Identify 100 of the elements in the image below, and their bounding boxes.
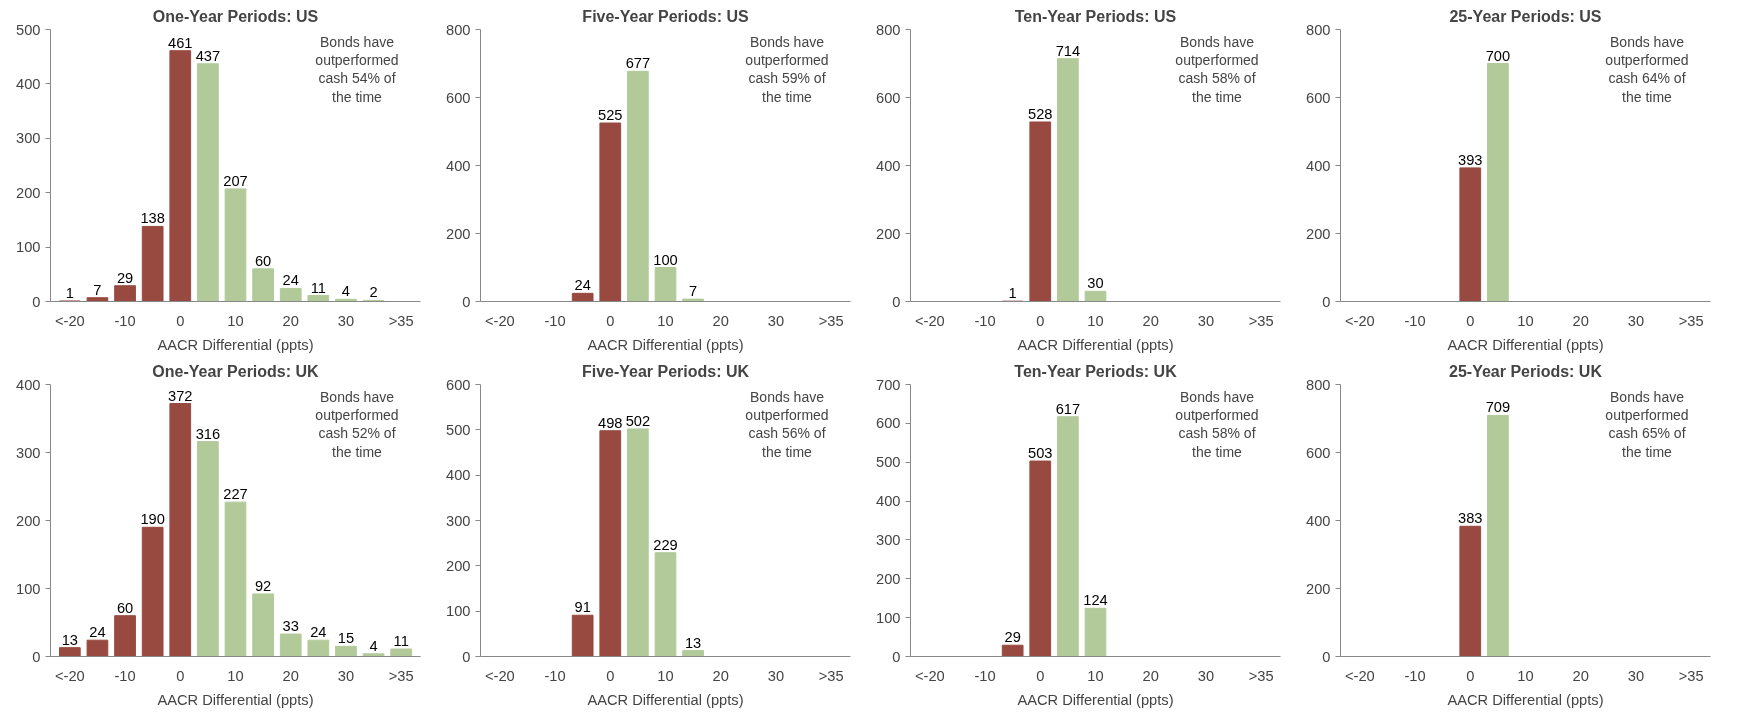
x-tick-label: -10 [974, 667, 996, 684]
y-tick-label: 800 [1306, 376, 1331, 393]
x-tick-label: >35 [388, 667, 414, 684]
data-label: 677 [625, 55, 651, 72]
data-label: 100 [653, 251, 678, 268]
data-label: 13 [684, 634, 702, 651]
y-tick-label: 0 [1322, 293, 1331, 310]
x-tick-label: 10 [227, 667, 244, 684]
x-tick-label: 0 [606, 312, 615, 329]
data-label: 502 [625, 412, 651, 429]
y-tick-label: 200 [446, 557, 471, 574]
x-axis-title: AACR Differential (ppts) [157, 691, 314, 708]
data-label: 24 [310, 624, 327, 641]
y-tick-label: 0 [462, 293, 471, 310]
x-tick-label: -10 [974, 312, 996, 329]
data-label: 227 [223, 486, 248, 503]
y-tick-label: 400 [446, 157, 471, 174]
y-tick-label: 500 [16, 21, 41, 38]
y-tick-label: 200 [16, 512, 41, 529]
x-tick-label: <-20 [484, 312, 515, 329]
annotation: Bonds have outperformed cash 58% of the time [1175, 33, 1259, 105]
data-label: 7 [689, 283, 698, 300]
annotation: Bonds have outperformed cash 58% of the time [1175, 388, 1259, 460]
x-tick-label: >35 [1248, 667, 1274, 684]
data-label: 30 [1087, 275, 1104, 292]
data-label: 528 [1028, 105, 1053, 122]
y-tick-label: 500 [876, 454, 901, 471]
x-axis-title: AACR Differential (ppts) [1447, 691, 1604, 708]
x-tick-label: 0 [1036, 667, 1045, 684]
y-tick-label: 200 [1306, 225, 1331, 242]
x-axis-title: AACR Differential (ppts) [157, 336, 314, 353]
y-tick-label: 800 [1306, 21, 1331, 38]
data-label: 617 [1055, 400, 1081, 417]
annotation: Bonds have outperformed cash 54% of the time [315, 33, 399, 105]
data-label: 207 [223, 172, 248, 189]
y-tick-label: 300 [16, 444, 41, 461]
data-label: 24 [282, 272, 299, 289]
chart-title: One-Year Periods: UK [152, 362, 320, 380]
annotation: Bonds have outperformed cash 52% of the time [315, 388, 399, 460]
chart-title: 25-Year Periods: US [1449, 7, 1602, 25]
y-tick-label: 600 [446, 89, 471, 106]
x-tick-label: 10 [657, 667, 674, 684]
annotation: Bonds have outperformed cash 56% of the time [745, 388, 829, 460]
x-tick-label: 0 [1466, 312, 1475, 329]
y-tick-label: 400 [876, 493, 901, 510]
x-tick-label: <-20 [54, 312, 85, 329]
x-tick-label: -10 [114, 667, 136, 684]
data-label: 2 [369, 284, 378, 301]
data-label: 316 [195, 425, 221, 442]
x-tick-label: 20 [1572, 667, 1589, 684]
x-tick-label: 10 [227, 312, 244, 329]
x-tick-label: -10 [544, 667, 566, 684]
data-label: 498 [598, 414, 623, 431]
y-tick-label: 100 [16, 580, 41, 597]
y-tick-label: 400 [1306, 512, 1331, 529]
data-label: 33 [282, 618, 299, 635]
y-tick-label: 800 [876, 21, 901, 38]
annotation: Bonds have outperformed cash 64% of the time [1605, 33, 1689, 105]
y-tick-label: 300 [876, 531, 901, 548]
y-tick-label: 600 [876, 415, 901, 432]
y-tick-label: 600 [1306, 444, 1331, 461]
y-tick-label: 0 [892, 648, 901, 665]
y-tick-label: 200 [16, 184, 41, 201]
y-tick-label: 400 [16, 75, 41, 92]
data-label: 709 [1485, 399, 1511, 416]
y-tick-label: 0 [892, 293, 901, 310]
data-label: 11 [393, 633, 409, 650]
data-label: 383 [1458, 510, 1483, 527]
y-tick-label: 100 [16, 239, 41, 256]
data-label: 11 [310, 279, 326, 296]
y-tick-label: 400 [16, 376, 41, 393]
x-tick-label: 30 [337, 312, 355, 329]
chart-title: Ten-Year Periods: UK [1014, 362, 1178, 380]
y-tick-label: 0 [462, 648, 471, 665]
y-tick-label: 600 [446, 376, 471, 393]
y-tick-label: 500 [446, 421, 471, 438]
x-tick-label: 30 [767, 667, 785, 684]
x-tick-label: 20 [712, 667, 729, 684]
chart-title: Five-Year Periods: UK [581, 362, 750, 380]
x-tick-label: 20 [1142, 312, 1159, 329]
x-tick-label: <-20 [1344, 667, 1375, 684]
x-tick-label: 10 [1087, 312, 1104, 329]
data-label: 437 [195, 47, 221, 64]
x-tick-label: 30 [1627, 667, 1645, 684]
x-tick-label: -10 [1404, 312, 1426, 329]
y-tick-label: 200 [876, 225, 901, 242]
x-tick-label: 30 [1197, 667, 1215, 684]
y-tick-label: 800 [446, 21, 471, 38]
data-label: 7 [93, 281, 102, 298]
x-tick-label: >35 [388, 312, 414, 329]
y-tick-label: 0 [32, 648, 41, 665]
y-tick-label: 400 [1306, 157, 1331, 174]
data-label: 29 [116, 269, 134, 286]
data-label: 190 [140, 511, 165, 528]
x-tick-label: 20 [282, 667, 299, 684]
x-tick-label: 0 [606, 667, 615, 684]
x-tick-label: 20 [1572, 312, 1589, 329]
x-axis-title: AACR Differential (ppts) [1017, 336, 1174, 353]
data-label: 503 [1028, 445, 1053, 462]
x-axis-title: AACR Differential (ppts) [587, 336, 744, 353]
